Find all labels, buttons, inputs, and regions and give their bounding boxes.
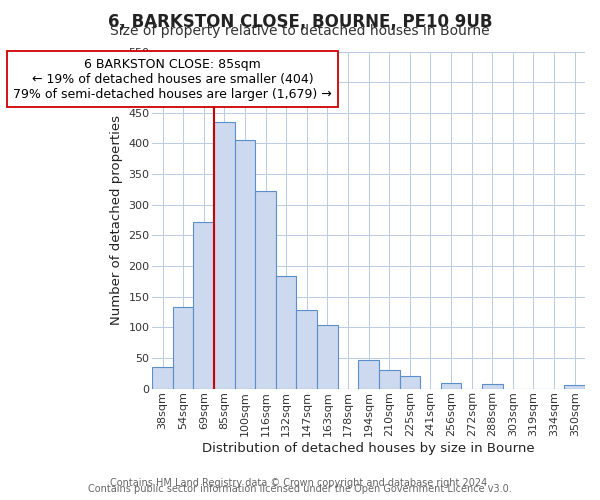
Bar: [441, 383, 461, 388]
Text: Contains public sector information licensed under the Open Government Licence v3: Contains public sector information licen…: [88, 484, 512, 494]
Text: Size of property relative to detached houses in Bourne: Size of property relative to detached ho…: [110, 24, 490, 38]
Text: 6, BARKSTON CLOSE, BOURNE, PE10 9UB: 6, BARKSTON CLOSE, BOURNE, PE10 9UB: [108, 12, 492, 30]
Bar: [235, 140, 255, 388]
Bar: [214, 122, 235, 388]
Bar: [193, 222, 214, 388]
Bar: [482, 384, 503, 388]
Bar: [379, 370, 400, 388]
Bar: [296, 310, 317, 388]
Text: 6 BARKSTON CLOSE: 85sqm
← 19% of detached houses are smaller (404)
79% of semi-d: 6 BARKSTON CLOSE: 85sqm ← 19% of detache…: [13, 58, 332, 100]
Bar: [317, 326, 338, 388]
Bar: [400, 376, 420, 388]
Bar: [173, 307, 193, 388]
Bar: [276, 276, 296, 388]
X-axis label: Distribution of detached houses by size in Bourne: Distribution of detached houses by size …: [202, 442, 535, 455]
Bar: [255, 190, 276, 388]
Bar: [358, 360, 379, 388]
Y-axis label: Number of detached properties: Number of detached properties: [110, 115, 123, 325]
Text: Contains HM Land Registry data © Crown copyright and database right 2024.: Contains HM Land Registry data © Crown c…: [110, 478, 490, 488]
Bar: [565, 386, 585, 388]
Bar: [152, 367, 173, 388]
